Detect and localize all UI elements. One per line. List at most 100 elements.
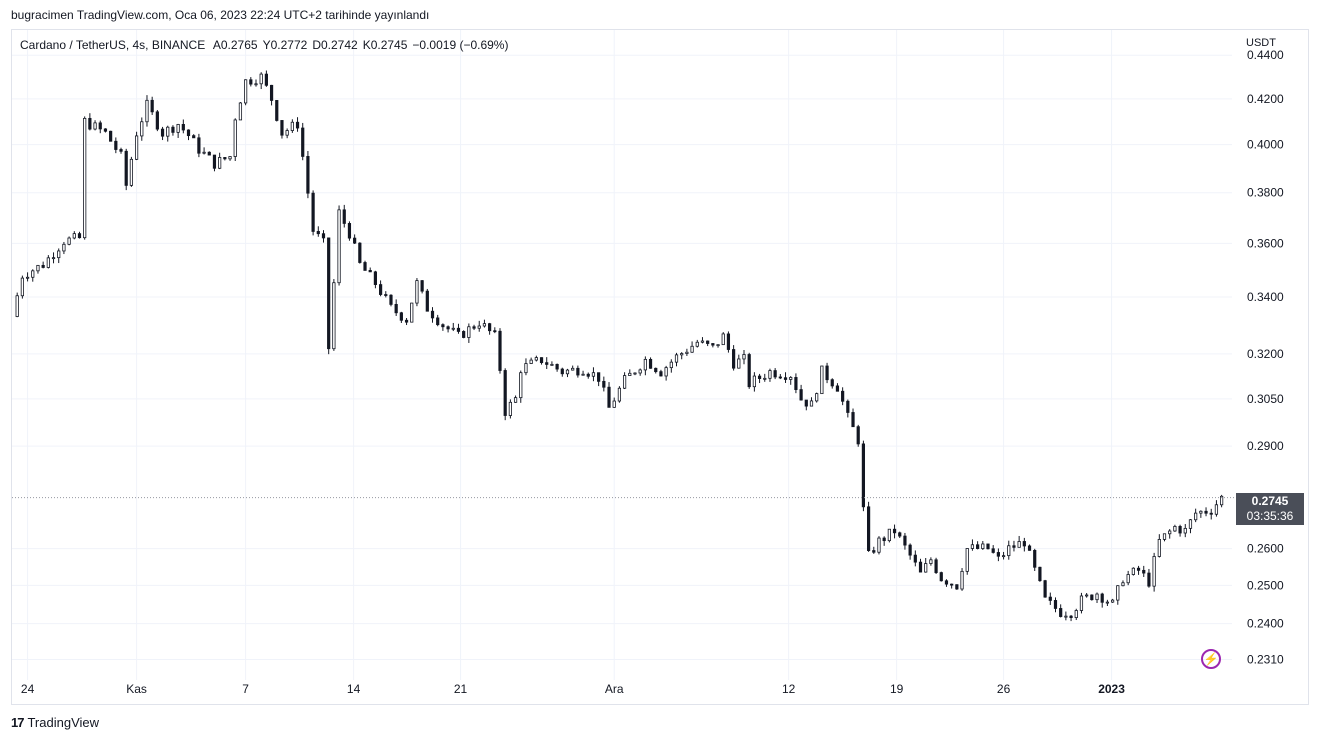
lightning-bolt-icon[interactable]: ⚡ (1201, 649, 1221, 669)
y-tick-label: 0.2400 (1247, 617, 1284, 631)
candle-body (197, 137, 201, 154)
candle-body (887, 528, 891, 542)
candle-body (794, 377, 798, 390)
y-tick-label: 0.4000 (1247, 138, 1284, 152)
candle-body (706, 340, 710, 344)
candle-body (934, 559, 938, 573)
y-tick-label: 0.2310 (1247, 652, 1284, 666)
candle-body (36, 264, 40, 272)
candle-body (1105, 601, 1110, 604)
candle-body (207, 151, 211, 156)
candle-body (732, 349, 736, 369)
y-tick-label: 0.4200 (1247, 92, 1284, 106)
candle-body (685, 351, 689, 354)
candle-body (264, 73, 268, 86)
candle-body (373, 271, 378, 285)
candle-body (223, 157, 227, 160)
candle-body (1126, 574, 1130, 584)
candle-body (560, 368, 564, 375)
candle-body (150, 99, 154, 113)
candle-body (716, 344, 720, 347)
candle-body (778, 376, 782, 379)
candle-body (1059, 608, 1063, 617)
candle-body (565, 369, 570, 375)
candle-body (134, 135, 139, 160)
candle-body (1027, 545, 1032, 551)
candle-body (752, 375, 756, 388)
candle-body (389, 294, 393, 305)
candle-body (62, 243, 66, 252)
candle-body (898, 532, 902, 537)
candle-body (555, 363, 559, 370)
symbol-label[interactable]: Cardano / TetherUS, 4s, BINANCE (20, 38, 206, 52)
candle-body (456, 327, 461, 332)
candle-body (841, 390, 845, 402)
candle-body (944, 580, 949, 585)
y-tick-label: 0.3800 (1247, 186, 1284, 200)
candle-body (1136, 567, 1141, 571)
candle-body (415, 280, 419, 304)
candle-body (877, 537, 881, 553)
candle-body (88, 117, 92, 130)
candle-body (804, 399, 808, 407)
candle-body (1053, 600, 1058, 609)
candle-body (244, 79, 248, 104)
candle-body (1220, 495, 1224, 506)
candle-body (1147, 572, 1151, 587)
candle-body (404, 319, 409, 323)
candle-body (368, 270, 372, 273)
candle-body (1017, 541, 1021, 548)
candle-body (576, 367, 580, 376)
candle-body (976, 544, 980, 549)
candle-body (882, 537, 886, 542)
candle-body (981, 543, 985, 549)
candle-body (950, 583, 954, 586)
candle-body (815, 393, 819, 402)
candle-body (799, 389, 803, 401)
candle-body (1188, 519, 1193, 529)
low-value: D0.2742 (312, 38, 358, 52)
candle-body (721, 333, 725, 346)
candle-body (57, 250, 61, 259)
candle-body (477, 325, 481, 329)
y-tick-label: 0.3050 (1247, 392, 1284, 406)
candle-body (1069, 615, 1073, 618)
candle-body (659, 371, 663, 377)
candle-body (524, 363, 528, 374)
x-tick-label: 19 (890, 682, 904, 696)
candle-body (1142, 569, 1146, 574)
candle-body (1157, 539, 1161, 557)
candle-body (259, 73, 263, 85)
candle-body (1204, 510, 1208, 514)
candle-body (674, 354, 679, 363)
candle-body (1095, 593, 1099, 601)
candle-body (851, 412, 855, 428)
candle-body (342, 209, 346, 224)
candle-body (809, 400, 814, 407)
chart-legend: Cardano / TetherUS, 4s, BINANCE A0.2765 Y… (20, 38, 513, 52)
candle-body (301, 127, 305, 157)
candle-body (285, 130, 289, 136)
candle-body (519, 372, 523, 399)
footer-brand[interactable]: 17 TradingView (11, 715, 99, 730)
candle-body (695, 341, 699, 347)
candle-body (918, 561, 923, 573)
candle-body (534, 357, 538, 361)
candle-body (186, 129, 191, 137)
candle-body (332, 282, 336, 350)
chart-frame (11, 29, 1309, 705)
y-tick-label: 0.2900 (1247, 439, 1284, 453)
candle-body (633, 372, 637, 375)
candle-body (451, 327, 455, 330)
candle-body (1131, 567, 1135, 575)
candle-body (1100, 593, 1104, 603)
candle-body (228, 156, 232, 160)
candle-body (700, 340, 705, 343)
candle-body (1043, 580, 1047, 598)
candle-body (602, 380, 606, 388)
candle-body (441, 324, 445, 328)
candle-body (347, 223, 352, 239)
x-tick-label: 7 (242, 682, 249, 696)
candle-body (513, 397, 518, 403)
